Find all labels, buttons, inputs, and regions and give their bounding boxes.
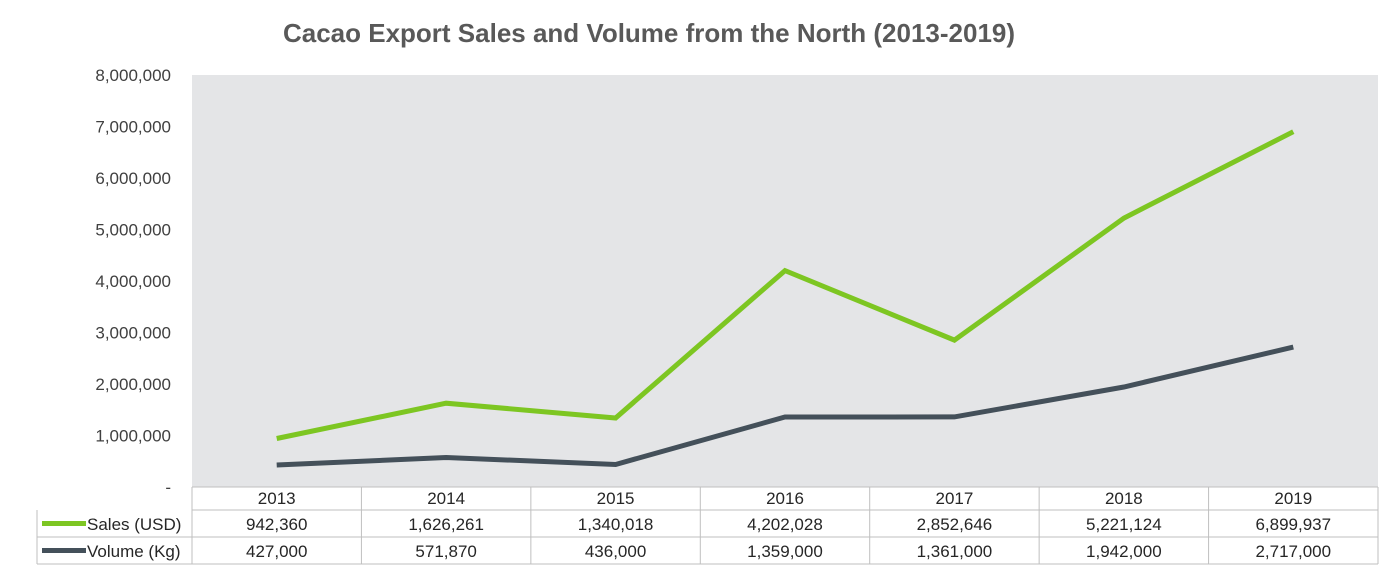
data-table: 2013 2014 2015 2016 2017 2018 2019 Sales (USD) 9…: [42, 489, 1331, 561]
legend-label: Volume (Kg): [87, 542, 181, 561]
data-label: 1,942,000: [1086, 542, 1162, 561]
data-label: 436,000: [585, 542, 646, 561]
data-label: 427,000: [246, 542, 307, 561]
y-tick-label: -: [165, 478, 171, 497]
x-tick-label: 2013: [258, 489, 296, 508]
series-line-sales: [276, 129, 1295, 441]
legend-label: Sales (USD): [87, 515, 181, 534]
data-label: 2,852,646: [917, 515, 993, 534]
y-tick-label: 7,000,000: [95, 118, 171, 137]
x-tick-label: 2017: [936, 489, 974, 508]
y-tick-label: 1,000,000: [95, 427, 171, 446]
data-label: 1,359,000: [747, 542, 823, 561]
data-label: 942,360: [246, 515, 307, 534]
y-tick-label: 8,000,000: [95, 66, 171, 85]
data-label: 1,361,000: [917, 542, 993, 561]
y-tick-label: 2,000,000: [95, 375, 171, 394]
data-label: 1,340,018: [578, 515, 654, 534]
x-tick-label: 2015: [597, 489, 635, 508]
data-label: 6,899,937: [1255, 515, 1331, 534]
series-lines: [276, 129, 1295, 468]
data-label: 5,221,124: [1086, 515, 1162, 534]
x-tick-label: 2019: [1274, 489, 1312, 508]
x-tick-label: 2016: [766, 489, 804, 508]
x-tick-label: 2018: [1105, 489, 1143, 508]
chart-title: Cacao Export Sales and Volume from the N…: [283, 18, 1015, 48]
y-tick-label: 6,000,000: [95, 169, 171, 188]
plot-area: [192, 75, 1378, 487]
data-table-grid: [36, 486, 1379, 565]
y-tick-label: 5,000,000: [95, 221, 171, 240]
data-label: 571,870: [415, 542, 476, 561]
y-axis: - 1,000,000 2,000,000 3,000,000 4,000,000 5,0…: [95, 66, 171, 497]
data-label: 2,717,000: [1255, 542, 1331, 561]
data-label: 1,626,261: [408, 515, 484, 534]
data-label: 4,202,028: [747, 515, 823, 534]
y-tick-label: 3,000,000: [95, 324, 171, 343]
x-tick-label: 2014: [427, 489, 465, 508]
series-line-volume: [276, 344, 1294, 468]
y-tick-label: 4,000,000: [95, 272, 171, 291]
